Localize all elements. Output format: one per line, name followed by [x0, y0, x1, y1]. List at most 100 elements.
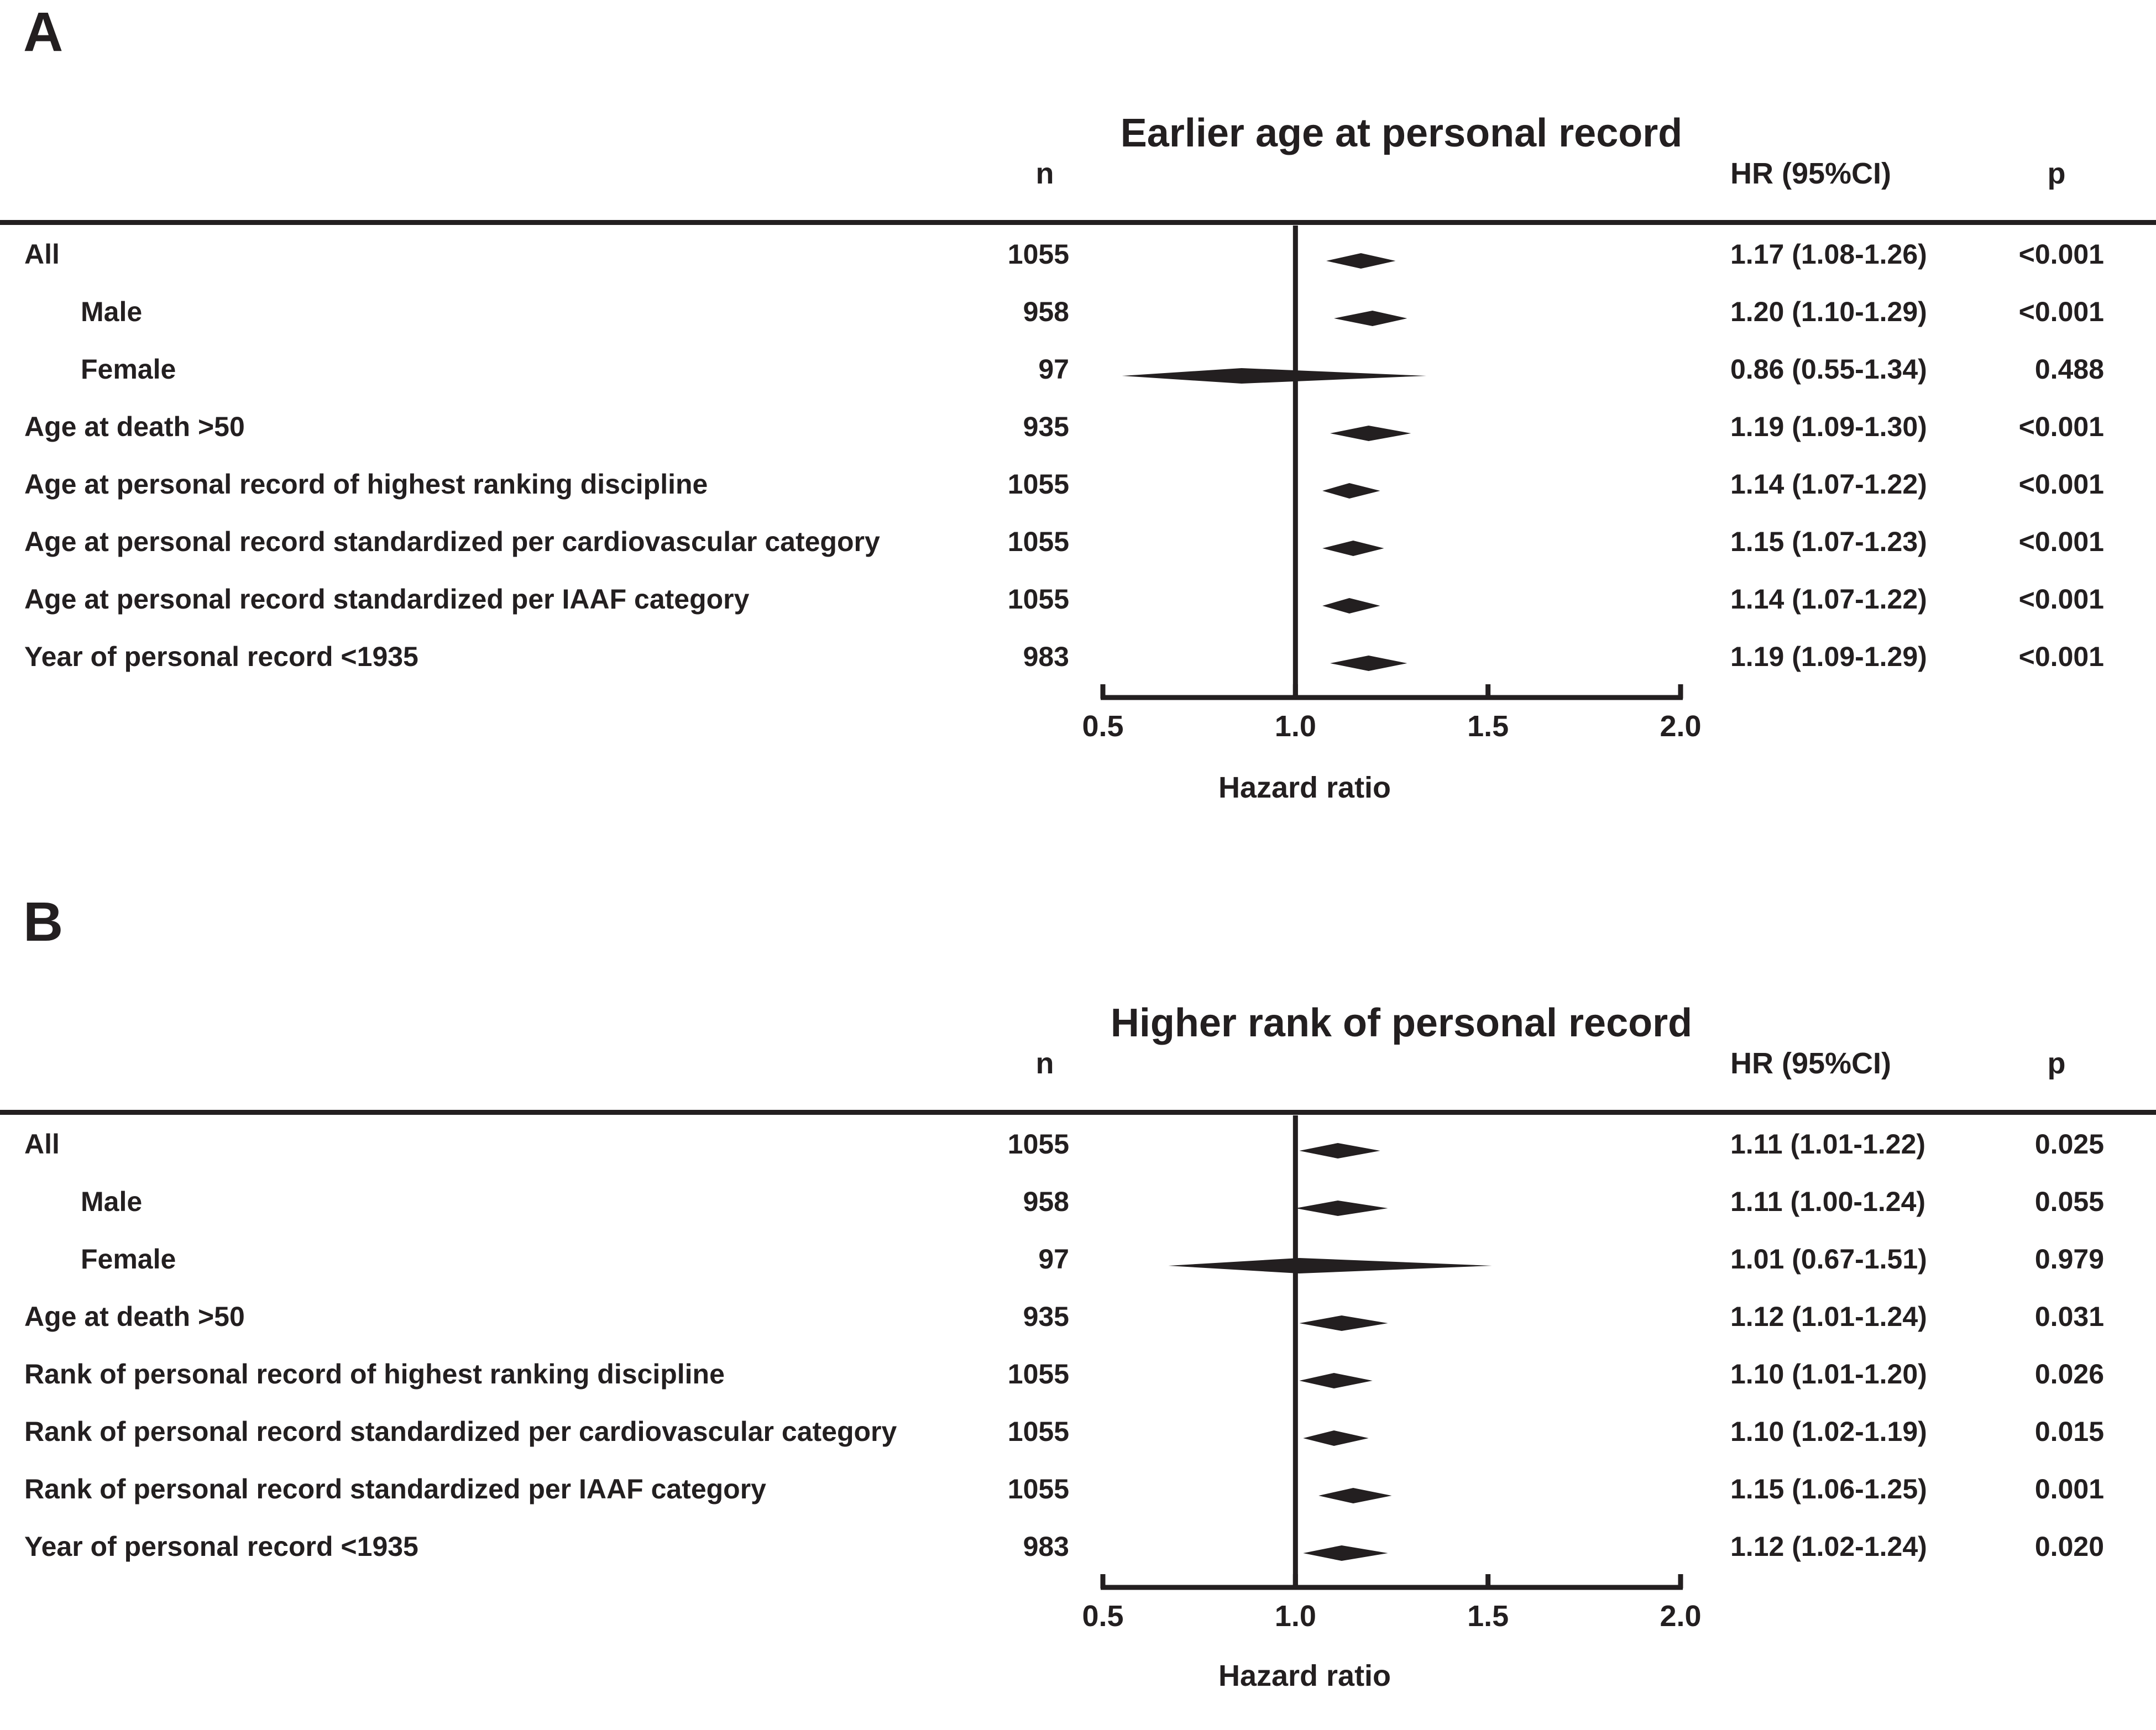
row-n: 97: [1038, 354, 1069, 385]
x-tick-label: 1.0: [1275, 710, 1316, 743]
header-rule: [0, 1110, 2156, 1115]
row-hr-ci: 1.01 (0.67-1.51): [1730, 1244, 1927, 1275]
row-label: Age at death >50: [24, 1301, 245, 1332]
x-tick-label: 1.5: [1467, 1600, 1509, 1633]
row-hr-ci: 1.15 (1.06-1.25): [1730, 1474, 1927, 1504]
row-p-value: <0.001: [2018, 526, 2104, 557]
table-row: Age at death >50 935 1.12 (1.01-1.24) 0.031: [0, 1297, 2156, 1336]
x-tick-label: 0.5: [1082, 710, 1123, 743]
x-tick-label: 2.0: [1660, 710, 1701, 743]
row-label: Female: [81, 354, 176, 385]
table-row: Male 958 1.20 (1.10-1.29) <0.001: [0, 292, 2156, 331]
x-tick-label: 1.0: [1275, 1600, 1316, 1633]
hr-diamond-mark: [1322, 598, 1380, 614]
row-p-value: 0.015: [2034, 1416, 2104, 1447]
row-label: Age at personal record of highest rankin…: [24, 469, 708, 500]
row-label: Rank of personal record of highest ranki…: [24, 1359, 725, 1390]
forest-panel-a: A Earlier age at personal record n HR (9…: [0, 0, 2156, 840]
table-row: Age at personal record of highest rankin…: [0, 465, 2156, 504]
row-hr-ci: 1.11 (1.01-1.22): [1730, 1129, 1926, 1160]
row-n: 935: [1023, 411, 1069, 442]
row-label: Female: [81, 1244, 176, 1275]
table-row: Age at personal record standardized per …: [0, 522, 2156, 561]
column-header-hr: HR (95%CI): [1730, 1047, 1892, 1080]
row-p-value: 0.031: [2034, 1301, 2104, 1332]
row-p-value: <0.001: [2018, 239, 2104, 270]
row-hr-ci: 0.86 (0.55-1.34): [1730, 354, 1927, 385]
hr-diamond-mark: [1303, 1545, 1388, 1561]
row-p-value: 0.001: [2034, 1474, 2104, 1504]
x-tick-label: 2.0: [1660, 1600, 1701, 1633]
row-label: Age at personal record standardized per …: [24, 526, 880, 557]
table-row: Age at death >50 935 1.19 (1.09-1.30) <0.00…: [0, 407, 2156, 446]
row-n: 97: [1038, 1244, 1069, 1275]
table-row: Female 97 0.86 (0.55-1.34) 0.488: [0, 350, 2156, 389]
row-p-value: 0.020: [2034, 1531, 2104, 1562]
row-label: All: [24, 1129, 60, 1160]
row-hr-ci: 1.12 (1.02-1.24): [1730, 1531, 1927, 1562]
row-n: 983: [1023, 641, 1069, 672]
row-n: 1055: [1007, 469, 1069, 500]
hr-diamond-mark: [1318, 1488, 1392, 1503]
hr-diamond-mark: [1334, 311, 1407, 326]
table-row: Rank of personal record of highest ranki…: [0, 1355, 2156, 1393]
hr-diamond-mark: [1330, 656, 1407, 671]
row-p-value: 0.055: [2034, 1186, 2104, 1217]
row-p-value: <0.001: [2018, 584, 2104, 615]
row-hr-ci: 1.15 (1.07-1.23): [1730, 526, 1927, 557]
row-n: 935: [1023, 1301, 1069, 1332]
hr-diamond-mark: [1326, 253, 1396, 269]
row-n: 1055: [1007, 1129, 1069, 1160]
row-hr-ci: 1.12 (1.01-1.24): [1730, 1301, 1927, 1332]
row-p-value: 0.979: [2034, 1244, 2104, 1275]
row-label: Rank of personal record standardized per…: [24, 1474, 766, 1504]
column-header-p: p: [2047, 157, 2066, 190]
row-p-value: 0.026: [2034, 1359, 2104, 1390]
row-hr-ci: 1.19 (1.09-1.30): [1730, 411, 1927, 442]
hr-diamond-mark: [1122, 368, 1427, 384]
row-n: 958: [1023, 1186, 1069, 1217]
hr-diamond-mark: [1295, 1200, 1388, 1216]
x-axis-label: Hazard ratio: [1218, 771, 1391, 804]
forest-panel-b: B Higher rank of personal record n HR (9…: [0, 890, 2156, 1730]
forest-plot-area: 0.5 1.0 1.5 2.0: [1082, 1115, 1702, 1633]
chart-title: Higher rank of personal record: [1110, 1001, 1693, 1045]
column-header-hr: HR (95%CI): [1730, 157, 1892, 190]
table-row: Age at personal record standardized per …: [0, 580, 2156, 618]
row-label: Male: [81, 1186, 143, 1217]
hr-diamond-mark: [1299, 1373, 1373, 1388]
row-p-value: <0.001: [2018, 469, 2104, 500]
row-n: 1055: [1007, 526, 1069, 557]
column-header-p: p: [2047, 1047, 2066, 1080]
row-hr-ci: 1.19 (1.09-1.29): [1730, 641, 1927, 672]
row-label: Age at personal record standardized per …: [24, 584, 750, 615]
column-header-n: n: [1035, 1047, 1054, 1080]
row-hr-ci: 1.10 (1.02-1.19): [1730, 1416, 1927, 1447]
row-label: Year of personal record <1935: [24, 641, 418, 672]
panel-letter: B: [23, 891, 64, 953]
row-n: 983: [1023, 1531, 1069, 1562]
table-row: Year of personal record <1935 983 1.19 (1.…: [0, 637, 2156, 676]
table-row: All 1055 1.17 (1.08-1.26) <0.001: [0, 235, 2156, 274]
row-p-value: <0.001: [2018, 411, 2104, 442]
row-p-value: <0.001: [2018, 641, 2104, 672]
row-hr-ci: 1.11 (1.00-1.24): [1730, 1186, 1926, 1217]
row-hr-ci: 1.14 (1.07-1.22): [1730, 469, 1927, 500]
row-p-value: <0.001: [2018, 296, 2104, 327]
table-row: Rank of personal record standardized per…: [0, 1412, 2156, 1451]
header-rule: [0, 220, 2156, 225]
hr-diamond-mark: [1322, 541, 1384, 556]
row-label: All: [24, 239, 60, 270]
row-hr-ci: 1.17 (1.08-1.26): [1730, 239, 1927, 270]
row-n: 1055: [1007, 1474, 1069, 1504]
table-row: Year of personal record <1935 983 1.12 (1.…: [0, 1527, 2156, 1566]
column-header-n: n: [1035, 157, 1054, 190]
table-row: Rank of personal record standardized per…: [0, 1470, 2156, 1508]
row-n: 1055: [1007, 239, 1069, 270]
panel-letter: A: [23, 1, 64, 63]
row-p-value: 0.025: [2034, 1129, 2104, 1160]
row-n: 1055: [1007, 584, 1069, 615]
row-hr-ci: 1.10 (1.01-1.20): [1730, 1359, 1927, 1390]
x-tick-label: 0.5: [1082, 1600, 1123, 1633]
row-label: Year of personal record <1935: [24, 1531, 418, 1562]
